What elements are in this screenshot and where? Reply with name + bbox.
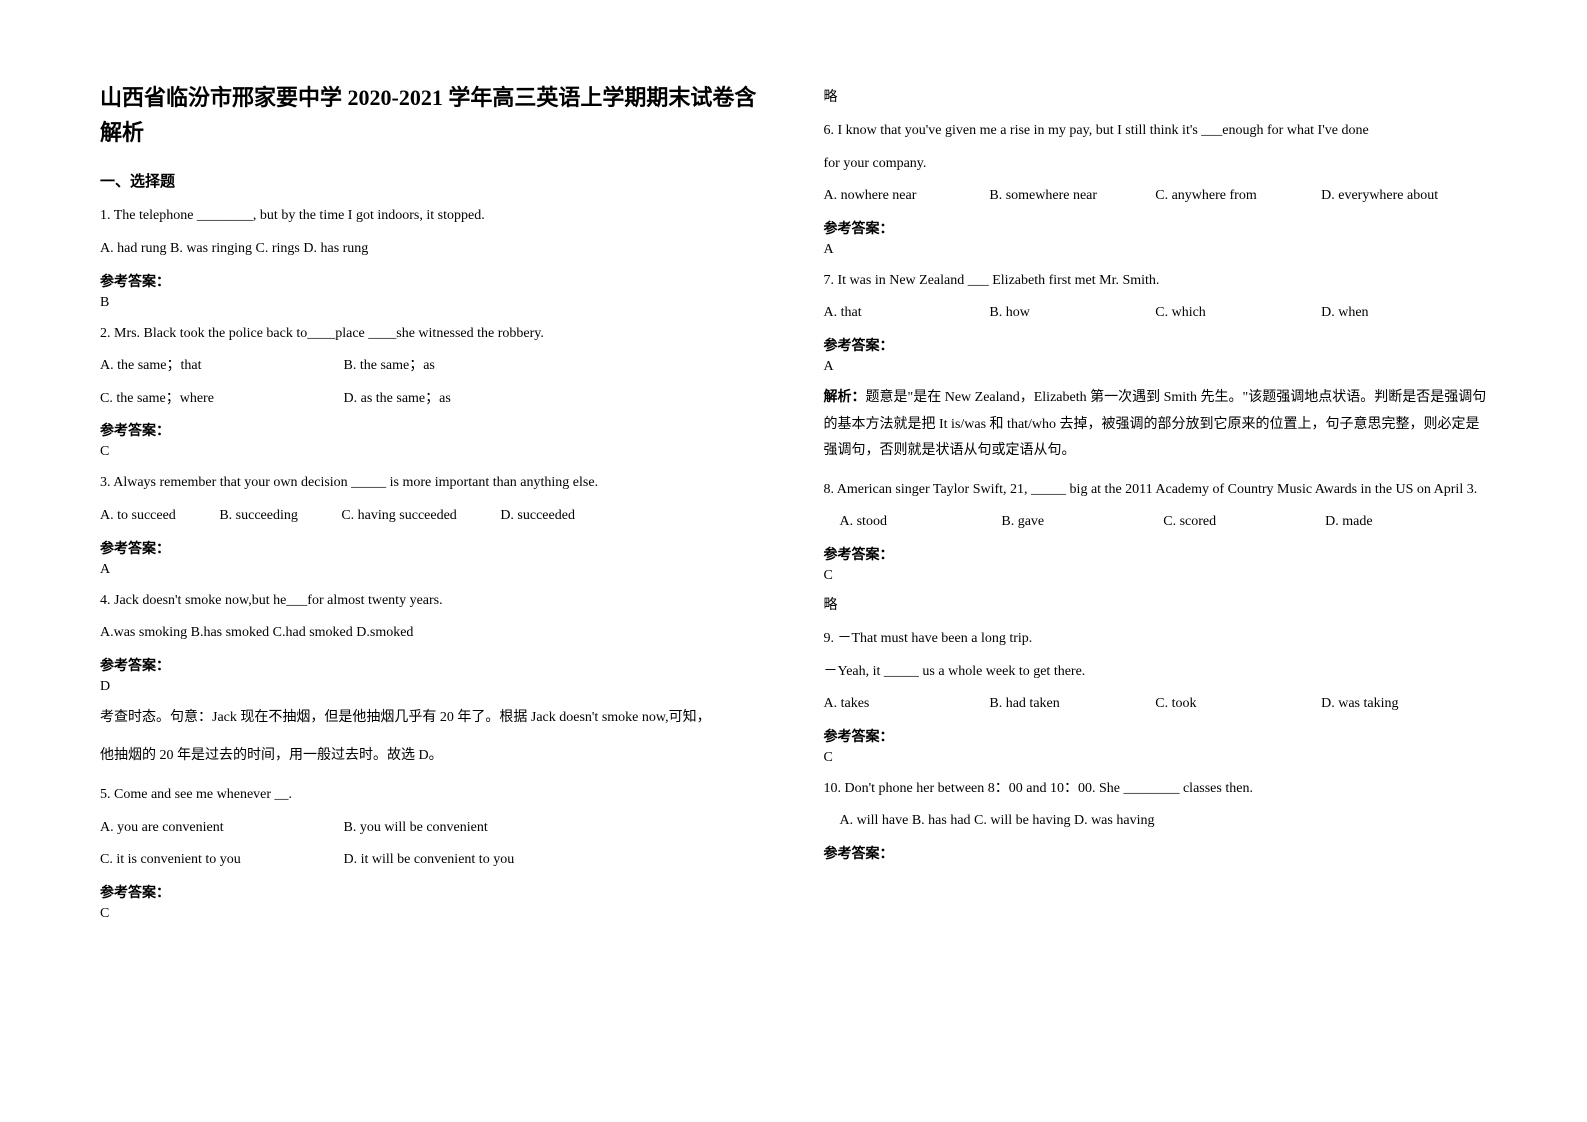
- question-7-opt-b: B. how: [989, 300, 1155, 327]
- question-8-answer: C: [824, 568, 1488, 584]
- question-2-opt-a: A. the same；that: [100, 353, 300, 380]
- right-column: 略 6. I know that you've given me a rise …: [824, 80, 1488, 932]
- question-3-opt-c: C. having succeeded: [341, 503, 456, 530]
- question-9-text-1: 9. －That must have been a long trip.: [824, 626, 1488, 653]
- question-3-answer-label: 参考答案：: [100, 538, 764, 558]
- question-2-opt-c: C. the same；where: [100, 386, 300, 413]
- question-1-answer-label: 参考答案：: [100, 271, 764, 291]
- question-2-text: 2. Mrs. Black took the police back to___…: [100, 321, 764, 348]
- question-2-answer: C: [100, 444, 764, 460]
- question-6-opt-b: B. somewhere near: [989, 183, 1155, 210]
- question-10-answer-label: 参考答案：: [824, 843, 1488, 863]
- question-6-text-2: for your company.: [824, 151, 1488, 178]
- question-4-explain-1: 考查时态。句意：Jack 现在不抽烟，但是他抽烟几乎有 20 年了。根据 Jac…: [100, 705, 764, 732]
- question-7-text: 7. It was in New Zealand ___ Elizabeth f…: [824, 268, 1488, 295]
- question-7-answer: A: [824, 359, 1488, 375]
- question-4-explain-2: 他抽烟的 20 年是过去的时间，用一般过去时。故选 D。: [100, 743, 764, 770]
- question-8-text: 8. American singer Taylor Swift, 21, ___…: [824, 477, 1488, 504]
- question-6-text-1: 6. I know that you've given me a rise in…: [824, 118, 1488, 145]
- question-6-answer-label: 参考答案：: [824, 218, 1488, 238]
- question-8-options: A. stood B. gave C. scored D. made: [824, 509, 1488, 536]
- question-1-answer: B: [100, 295, 764, 311]
- question-6-answer: A: [824, 242, 1488, 258]
- section-header-choice: 一、选择题: [100, 170, 764, 191]
- question-8-opt-c: C. scored: [1163, 509, 1325, 536]
- document-title: 山西省临汾市邢家要中学 2020-2021 学年高三英语上学期期末试卷含解析: [100, 80, 764, 150]
- question-3-opt-a: A. to succeed: [100, 503, 176, 530]
- question-3-text: 3. Always remember that your own decisio…: [100, 470, 764, 497]
- question-9-opt-c: C. took: [1155, 691, 1321, 718]
- question-9-text-2: －Yeah, it _____ us a whole week to get t…: [824, 659, 1488, 686]
- question-3-options: A. to succeed B. succeeding C. having su…: [100, 503, 764, 530]
- question-3-opt-d: D. succeeded: [500, 503, 575, 530]
- question-7-opt-d: D. when: [1321, 300, 1487, 327]
- question-5-opt-c: C. it is convenient to you: [100, 847, 300, 874]
- question-2-opt-d: D. as the same；as: [344, 386, 451, 413]
- question-5-opt-a: A. you are convenient: [100, 815, 300, 842]
- question-7-options: A. that B. how C. which D. when: [824, 300, 1488, 327]
- question-6-options: A. nowhere near B. somewhere near C. any…: [824, 183, 1488, 210]
- question-7-explain-text: 题意是"是在 New Zealand，Elizabeth 第一次遇到 Smith…: [824, 390, 1487, 458]
- question-3-opt-b: B. succeeding: [219, 503, 298, 530]
- question-5-options-row2: C. it is convenient to you D. it will be…: [100, 847, 764, 874]
- left-column: 山西省临汾市邢家要中学 2020-2021 学年高三英语上学期期末试卷含解析 一…: [100, 80, 764, 932]
- question-10-options: A. will have B. has had C. will be havin…: [824, 808, 1488, 835]
- question-10-text: 10. Don't phone her between 8：00 and 10：…: [824, 776, 1488, 803]
- question-5-opt-d: D. it will be convenient to you: [344, 847, 515, 874]
- question-7-opt-a: A. that: [824, 300, 990, 327]
- brief-0: 略: [824, 86, 1488, 106]
- question-4-answer-label: 参考答案：: [100, 655, 764, 675]
- question-8-opt-a: A. stood: [840, 509, 1002, 536]
- question-5-answer: C: [100, 906, 764, 922]
- question-8-brief: 略: [824, 594, 1488, 614]
- question-8-opt-d: D. made: [1325, 509, 1487, 536]
- question-2-options-row1: A. the same；that B. the same；as: [100, 353, 764, 380]
- question-7-opt-c: C. which: [1155, 300, 1321, 327]
- question-1-text: 1. The telephone ________, but by the ti…: [100, 203, 764, 230]
- question-5-answer-label: 参考答案：: [100, 882, 764, 902]
- question-8-opt-b: B. gave: [1001, 509, 1163, 536]
- question-6-opt-d: D. everywhere about: [1321, 183, 1487, 210]
- question-5-text: 5. Come and see me whenever __.: [100, 782, 764, 809]
- question-8-answer-label: 参考答案：: [824, 544, 1488, 564]
- question-6-opt-c: C. anywhere from: [1155, 183, 1321, 210]
- question-9-answer: C: [824, 750, 1488, 766]
- question-2-opt-b: B. the same；as: [344, 353, 435, 380]
- question-6-opt-a: A. nowhere near: [824, 183, 990, 210]
- question-1-options: A. had rung B. was ringing C. rings D. h…: [100, 236, 764, 263]
- explain-label: 解析：: [824, 390, 866, 405]
- question-5-opt-b: B. you will be convenient: [344, 815, 488, 842]
- question-5-options-row1: A. you are convenient B. you will be con…: [100, 815, 764, 842]
- question-2-answer-label: 参考答案：: [100, 420, 764, 440]
- question-9-opt-d: D. was taking: [1321, 691, 1487, 718]
- question-9-opt-a: A. takes: [824, 691, 990, 718]
- question-4-text: 4. Jack doesn't smoke now,but he___for a…: [100, 588, 764, 615]
- question-9-options: A. takes B. had taken C. took D. was tak…: [824, 691, 1488, 718]
- question-4-answer: D: [100, 679, 764, 695]
- question-4-options: A.was smoking B.has smoked C.had smoked …: [100, 620, 764, 647]
- question-9-answer-label: 参考答案：: [824, 726, 1488, 746]
- question-9-opt-b: B. had taken: [989, 691, 1155, 718]
- question-7-answer-label: 参考答案：: [824, 335, 1488, 355]
- question-3-answer: A: [100, 562, 764, 578]
- question-7-explain: 解析：题意是"是在 New Zealand，Elizabeth 第一次遇到 Sm…: [824, 385, 1488, 465]
- question-2-options-row2: C. the same；where D. as the same；as: [100, 386, 764, 413]
